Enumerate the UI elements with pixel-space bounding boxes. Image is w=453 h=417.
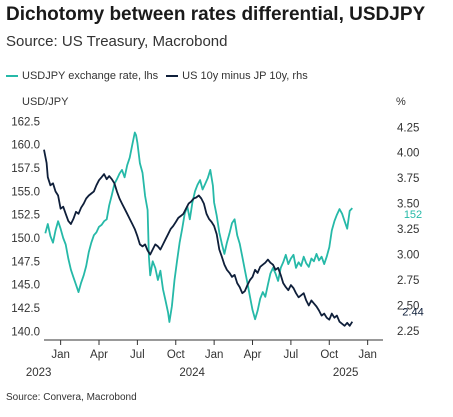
left-tick-label: 152.5 <box>11 210 40 222</box>
last-value-spread: 2.44 <box>402 307 423 319</box>
chart-legend: USDJPY exchange rate, lhs US 10y minus J… <box>6 70 316 82</box>
right-tick-label: 3.25 <box>397 224 419 236</box>
chart-subtitle: Source: US Treasury, Macrobond <box>6 33 228 50</box>
left-tick-label: 162.5 <box>11 116 40 128</box>
right-tick-label: 3.75 <box>397 173 419 185</box>
left-tick-label: 155.0 <box>11 186 40 198</box>
legend-label-usdjpy: USDJPY exchange rate, lhs <box>22 70 159 82</box>
series-line-usdjpy <box>44 131 353 323</box>
x-year-label: 2023 <box>26 367 52 379</box>
right-tick-label: 2.50 <box>397 300 419 312</box>
left-tick-label: 150.0 <box>11 233 40 245</box>
x-tick-label: Apr <box>90 349 108 361</box>
legend-swatch-usdjpy <box>6 75 18 77</box>
left-tick-label: 140.0 <box>11 326 40 338</box>
series-line-spread <box>43 149 354 327</box>
right-axis-unit: % <box>396 96 406 108</box>
chart-title: Dichotomy between rates differential, US… <box>6 4 426 25</box>
left-tick-label: 145.0 <box>11 280 40 292</box>
chart-source: Source: Convera, Macrobond <box>6 392 137 403</box>
left-tick-label: 142.5 <box>11 303 40 315</box>
x-tick-label: Jan <box>358 349 377 361</box>
left-tick-label: 147.5 <box>11 256 40 268</box>
right-tick-label: 2.25 <box>397 326 419 338</box>
legend-label-spread: US 10y minus JP 10y, rhs <box>182 70 308 82</box>
x-tick-label: Jul <box>130 349 145 361</box>
x-tick-label: Oct <box>167 349 186 361</box>
x-tick-label: Jan <box>51 349 70 361</box>
x-tick-label: Jul <box>284 349 299 361</box>
last-value-usdjpy: 152 <box>404 209 422 221</box>
right-tick-label: 4.00 <box>397 148 419 160</box>
x-year-label: 2024 <box>179 367 205 379</box>
right-tick-label: 3.00 <box>397 250 419 262</box>
right-tick-label: 2.75 <box>397 275 419 287</box>
legend-item-spread: US 10y minus JP 10y, rhs <box>166 70 308 82</box>
x-tick-label: Oct <box>320 349 339 361</box>
x-tick-label: Apr <box>244 349 262 361</box>
legend-swatch-spread <box>166 75 179 77</box>
left-tick-label: 157.5 <box>11 163 40 175</box>
x-year-label: 2025 <box>333 367 359 379</box>
right-tick-label: 4.25 <box>397 122 419 134</box>
left-tick-label: 160.0 <box>11 140 40 152</box>
right-tick-label: 3.50 <box>397 199 419 211</box>
x-tick-label: Jan <box>205 349 224 361</box>
legend-item-usdjpy: USDJPY exchange rate, lhs <box>6 70 158 82</box>
left-axis-unit: USD/JPY <box>22 96 69 108</box>
